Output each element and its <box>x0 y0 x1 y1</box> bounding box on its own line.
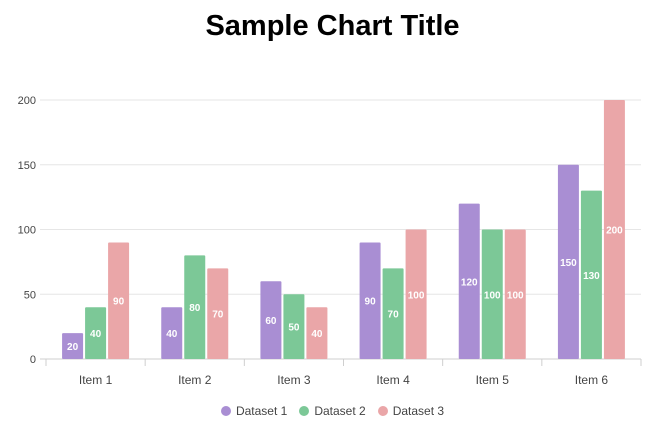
x-tick-label: Item 2 <box>178 373 212 387</box>
bar-value-label: 70 <box>212 310 224 321</box>
x-tick-label: Item 3 <box>277 373 311 387</box>
bar-1 <box>260 281 282 359</box>
y-tick-label: 0 <box>30 354 36 366</box>
bar-3 <box>306 307 328 359</box>
legend-swatch <box>220 406 231 416</box>
legend-label: Dataset 1 <box>235 404 288 418</box>
bar-value-label: 70 <box>388 310 400 321</box>
bar-value-label: 200 <box>606 226 623 237</box>
bar-value-label: 40 <box>166 329 178 340</box>
bar-1 <box>557 164 579 359</box>
legend-label: Dataset 3 <box>392 404 445 418</box>
bar-value-label: 20 <box>67 342 79 353</box>
legend-swatch <box>299 406 310 416</box>
y-tick-label: 150 <box>18 160 36 172</box>
legend-label: Dataset 2 <box>314 404 366 418</box>
legend-swatch <box>377 406 388 416</box>
bar-value-label: 150 <box>560 258 577 269</box>
bar-3 <box>603 100 625 359</box>
bar-3 <box>504 229 526 359</box>
legend-item[interactable]: Dataset 1 <box>220 404 288 418</box>
bar-value-label: 120 <box>461 277 478 288</box>
chart-legend: Dataset 1 Dataset 2 Dataset 3 <box>0 404 665 418</box>
y-tick-label: 200 <box>18 95 36 107</box>
bar-3 <box>405 229 427 359</box>
bar-value-label: 90 <box>113 297 125 308</box>
bar-2 <box>283 294 305 359</box>
bar-2 <box>85 307 107 359</box>
bar-1 <box>161 307 183 359</box>
x-tick-label: Item 6 <box>575 373 609 387</box>
bar-3 <box>108 242 130 359</box>
bar-2 <box>382 268 404 359</box>
bar-value-label: 100 <box>507 290 524 301</box>
bar-value-label: 80 <box>189 303 201 314</box>
bar-value-label: 50 <box>288 323 300 334</box>
bar-value-label: 40 <box>311 329 323 340</box>
bar-value-label: 100 <box>484 290 501 301</box>
y-tick-label: 100 <box>18 225 36 237</box>
bar-1 <box>458 203 480 359</box>
chart-title: Sample Chart Title <box>205 10 460 42</box>
bar-value-label: 130 <box>583 271 600 282</box>
bar-value-label: 90 <box>365 297 377 308</box>
legend-item[interactable]: Dataset 3 <box>377 404 445 418</box>
bar-3 <box>207 268 229 359</box>
bar-value-label: 60 <box>265 316 277 327</box>
legend-item[interactable]: Dataset 2 <box>299 404 366 418</box>
bar-2 <box>481 229 503 359</box>
bar-2 <box>580 190 602 359</box>
bar-value-label: 100 <box>408 290 425 301</box>
bar-value-label: 40 <box>90 329 102 340</box>
x-tick-label: Item 5 <box>476 373 510 387</box>
y-tick-label: 50 <box>24 289 36 301</box>
bar-1 <box>62 333 84 359</box>
bar-2 <box>184 255 206 359</box>
bar-1 <box>359 242 381 359</box>
x-tick-label: Item 4 <box>376 373 410 387</box>
x-tick-label: Item 1 <box>79 373 113 387</box>
